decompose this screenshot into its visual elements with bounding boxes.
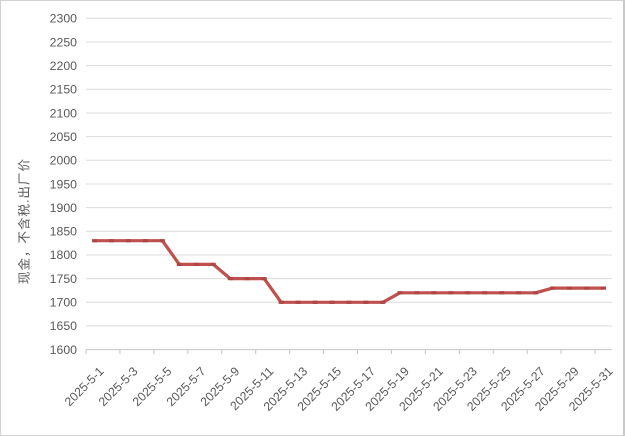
y-tick-label: 2300: [50, 12, 78, 26]
y-tick-label: 2200: [50, 59, 78, 73]
y-tick-label: 1750: [50, 272, 78, 286]
y-tick-label: 1650: [50, 319, 78, 333]
y-tick-label: 1950: [50, 177, 78, 191]
y-tick-label: 1850: [50, 225, 78, 239]
y-tick-label: 1700: [50, 296, 78, 310]
y-tick-label: 2000: [50, 154, 78, 168]
y-tick-label: 1800: [50, 248, 78, 262]
y-tick-label: 2100: [50, 106, 78, 120]
y-tick-label: 2050: [50, 130, 78, 144]
price-line: [94, 239, 604, 304]
y-tick-label: 1900: [50, 201, 78, 215]
y-tick-label: 2150: [50, 83, 78, 97]
y-tick-label: 1600: [50, 343, 78, 357]
y-tick-label: 2250: [50, 35, 78, 49]
